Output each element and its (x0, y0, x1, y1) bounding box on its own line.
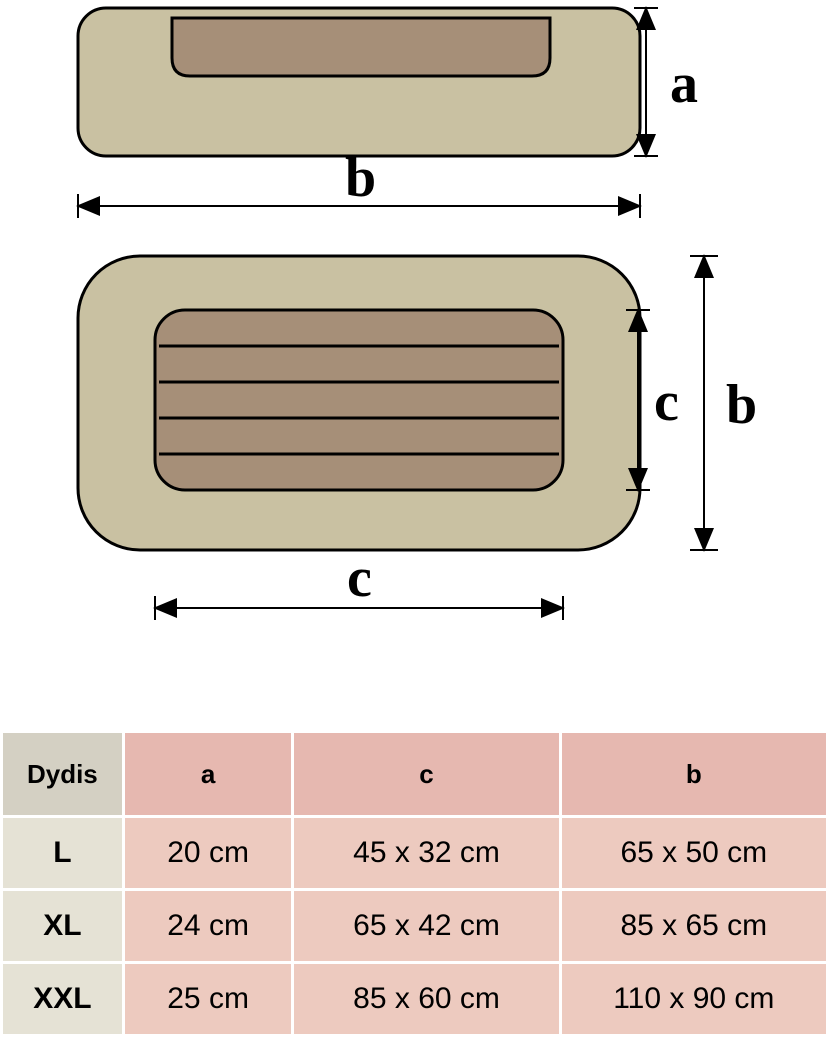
table-header-row: Dydis a c b (2, 732, 828, 817)
svg-text:a: a (670, 53, 698, 115)
cell-value: 25 cm (123, 963, 293, 1036)
col-header-c: c (293, 732, 560, 817)
table-row: L 20 cm 45 x 32 cm 65 x 50 cm (2, 817, 828, 890)
svg-text:b: b (726, 374, 757, 436)
cell-value: 65 x 50 cm (560, 817, 827, 890)
size-table: Dydis a c b L 20 cm 45 x 32 cm 65 x 50 c… (0, 730, 829, 1037)
cell-value: 85 x 65 cm (560, 890, 827, 963)
col-header-a: a (123, 732, 293, 817)
svg-text:c: c (347, 547, 372, 609)
svg-text:c: c (654, 371, 679, 433)
col-header-size: Dydis (2, 732, 124, 817)
dimension-diagram: abbcc (0, 0, 829, 730)
cell-value: 45 x 32 cm (293, 817, 560, 890)
cell-value: 65 x 42 cm (293, 890, 560, 963)
cell-value: 20 cm (123, 817, 293, 890)
table-row: XXL 25 cm 85 x 60 cm 110 x 90 cm (2, 963, 828, 1036)
col-header-b: b (560, 732, 827, 817)
cell-value: 110 x 90 cm (560, 963, 827, 1036)
cell-value: 85 x 60 cm (293, 963, 560, 1036)
cell-size: XXL (2, 963, 124, 1036)
table-row: XL 24 cm 65 x 42 cm 85 x 65 cm (2, 890, 828, 963)
svg-text:b: b (345, 147, 376, 209)
cell-size: XL (2, 890, 124, 963)
cell-size: L (2, 817, 124, 890)
cell-value: 24 cm (123, 890, 293, 963)
